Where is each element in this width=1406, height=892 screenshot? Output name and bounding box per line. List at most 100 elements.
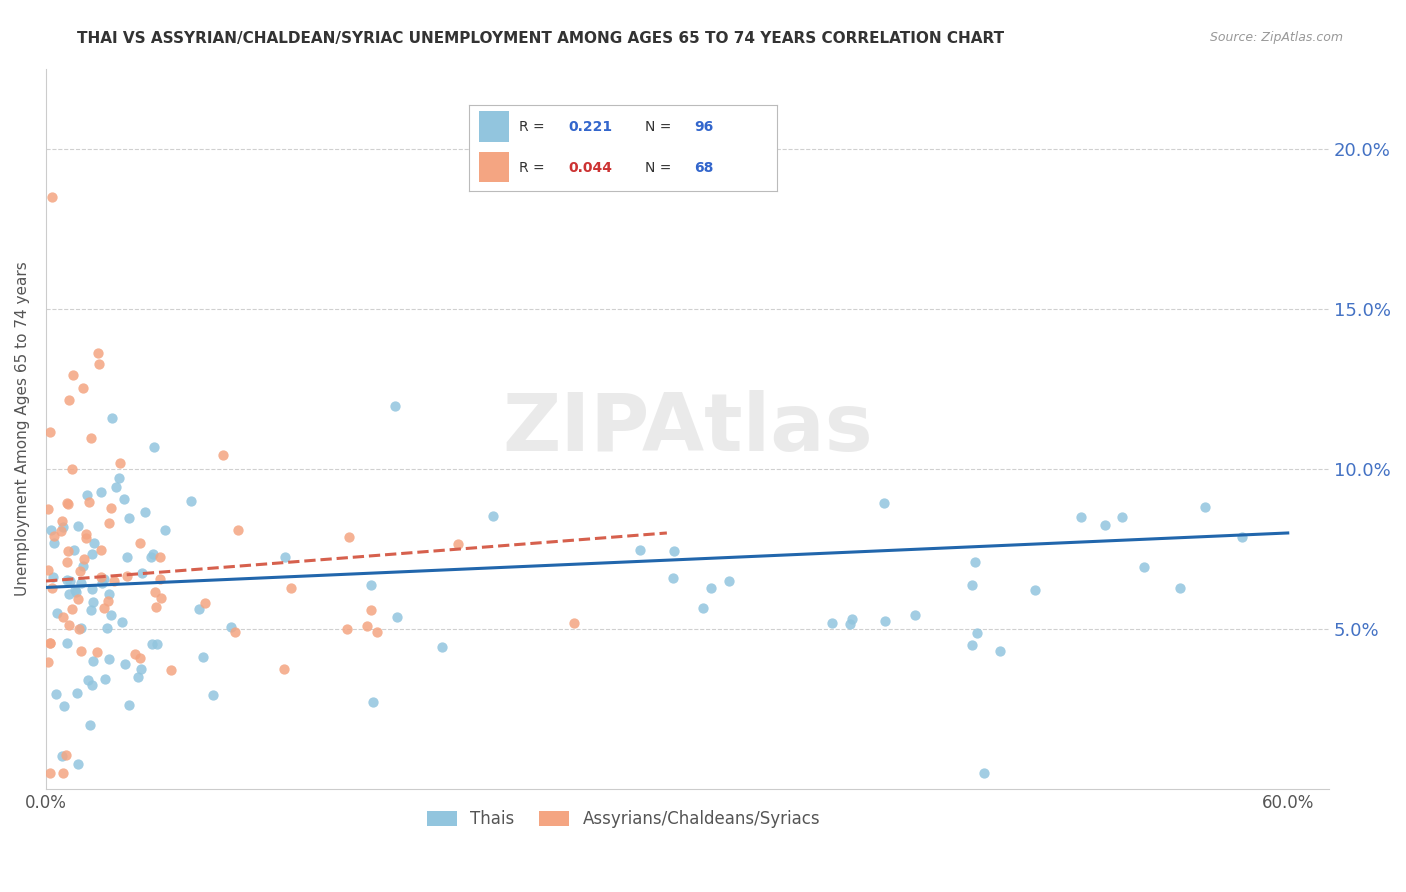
Assyrians/Chaldeans/Syriacs: [562, 616, 585, 631]
Assyrians/Chaldeans/Syriacs: [228, 523, 250, 537]
Thais: [360, 578, 382, 592]
Assyrians/Chaldeans/Syriacs: [98, 516, 121, 531]
Assyrians/Chaldeans/Syriacs: [55, 748, 77, 763]
Thais: [692, 601, 714, 615]
Thais: [80, 547, 103, 561]
Assyrians/Chaldeans/Syriacs: [86, 645, 108, 659]
Text: Source: ZipAtlas.com: Source: ZipAtlas.com: [1209, 31, 1343, 45]
Thais: [45, 687, 67, 701]
Thais: [966, 625, 988, 640]
Thais: [385, 610, 408, 624]
Thais: [1111, 510, 1133, 524]
Thais: [1168, 581, 1191, 595]
Thais: [83, 536, 105, 550]
Assyrians/Chaldeans/Syriacs: [149, 573, 172, 587]
Thais: [39, 523, 62, 537]
Thais: [628, 542, 651, 557]
Text: THAI VS ASSYRIAN/CHALDEAN/SYRIAC UNEMPLOYMENT AMONG AGES 65 TO 74 YEARS CORRELAT: THAI VS ASSYRIAN/CHALDEAN/SYRIAC UNEMPLO…: [77, 31, 1004, 46]
Thais: [67, 519, 90, 533]
Thais: [988, 644, 1011, 658]
Assyrians/Chaldeans/Syriacs: [58, 618, 80, 632]
Thais: [821, 616, 844, 631]
Thais: [127, 670, 149, 684]
Thais: [875, 614, 897, 628]
Assyrians/Chaldeans/Syriacs: [447, 537, 470, 551]
Thais: [63, 542, 86, 557]
Thais: [114, 657, 136, 672]
Assyrians/Chaldeans/Syriacs: [336, 622, 359, 636]
Assyrians/Chaldeans/Syriacs: [75, 531, 97, 545]
Assyrians/Chaldeans/Syriacs: [75, 527, 97, 541]
Thais: [873, 496, 896, 510]
Assyrians/Chaldeans/Syriacs: [117, 569, 139, 583]
Thais: [1024, 582, 1046, 597]
Assyrians/Chaldeans/Syriacs: [160, 663, 183, 677]
Thais: [155, 523, 177, 537]
Thais: [141, 637, 163, 651]
Thais: [56, 635, 79, 649]
Thais: [841, 612, 863, 626]
Thais: [91, 575, 114, 590]
Thais: [142, 547, 165, 561]
Assyrians/Chaldeans/Syriacs: [273, 662, 295, 676]
Thais: [82, 595, 104, 609]
Thais: [274, 549, 297, 564]
Thais: [1232, 530, 1254, 544]
Assyrians/Chaldeans/Syriacs: [58, 393, 80, 408]
Thais: [141, 549, 163, 564]
Thais: [960, 577, 983, 591]
Thais: [52, 699, 75, 714]
Thais: [45, 607, 67, 621]
Assyrians/Chaldeans/Syriacs: [39, 766, 62, 780]
Thais: [66, 756, 89, 771]
Assyrians/Chaldeans/Syriacs: [86, 345, 108, 359]
Assyrians/Chaldeans/Syriacs: [44, 529, 66, 543]
Thais: [1133, 559, 1156, 574]
Assyrians/Chaldeans/Syriacs: [97, 594, 120, 608]
Assyrians/Chaldeans/Syriacs: [69, 564, 91, 578]
Thais: [221, 619, 243, 633]
Assyrians/Chaldeans/Syriacs: [90, 543, 112, 558]
Thais: [96, 621, 118, 635]
Thais: [79, 602, 101, 616]
Thais: [77, 673, 100, 688]
Assyrians/Chaldeans/Syriacs: [49, 524, 72, 538]
Thais: [965, 555, 987, 569]
Assyrians/Chaldeans/Syriacs: [66, 591, 89, 606]
Thais: [69, 621, 91, 635]
Assyrians/Chaldeans/Syriacs: [110, 456, 132, 470]
Thais: [134, 505, 156, 519]
Thais: [662, 571, 685, 585]
Assyrians/Chaldeans/Syriacs: [58, 544, 80, 558]
Assyrians/Chaldeans/Syriacs: [366, 625, 388, 640]
Assyrians/Chaldeans/Syriacs: [129, 650, 152, 665]
Y-axis label: Unemployment Among Ages 65 to 74 years: Unemployment Among Ages 65 to 74 years: [15, 261, 30, 596]
Thais: [66, 686, 89, 700]
Thais: [93, 572, 115, 586]
Assyrians/Chaldeans/Syriacs: [39, 425, 62, 440]
Assyrians/Chaldeans/Syriacs: [356, 619, 378, 633]
Thais: [82, 654, 104, 668]
Thais: [42, 570, 65, 584]
Thais: [108, 470, 131, 484]
Assyrians/Chaldeans/Syriacs: [224, 624, 246, 639]
Assyrians/Chaldeans/Syriacs: [38, 635, 60, 649]
Thais: [80, 678, 103, 692]
Assyrians/Chaldeans/Syriacs: [52, 766, 75, 780]
Thais: [52, 520, 75, 534]
Assyrians/Chaldeans/Syriacs: [150, 591, 173, 606]
Thais: [69, 575, 91, 590]
Assyrians/Chaldeans/Syriacs: [87, 357, 110, 371]
Thais: [80, 582, 103, 596]
Thais: [481, 509, 503, 524]
Thais: [101, 411, 124, 425]
Assyrians/Chaldeans/Syriacs: [41, 189, 63, 203]
Legend: Thais, Assyrians/Chaldeans/Syriacs: Thais, Assyrians/Chaldeans/Syriacs: [420, 804, 827, 835]
Assyrians/Chaldeans/Syriacs: [70, 644, 93, 658]
Assyrians/Chaldeans/Syriacs: [124, 647, 146, 661]
Assyrians/Chaldeans/Syriacs: [60, 462, 83, 476]
Thais: [361, 695, 384, 709]
Thais: [430, 640, 453, 655]
Thais: [960, 638, 983, 652]
Assyrians/Chaldeans/Syriacs: [37, 502, 59, 516]
